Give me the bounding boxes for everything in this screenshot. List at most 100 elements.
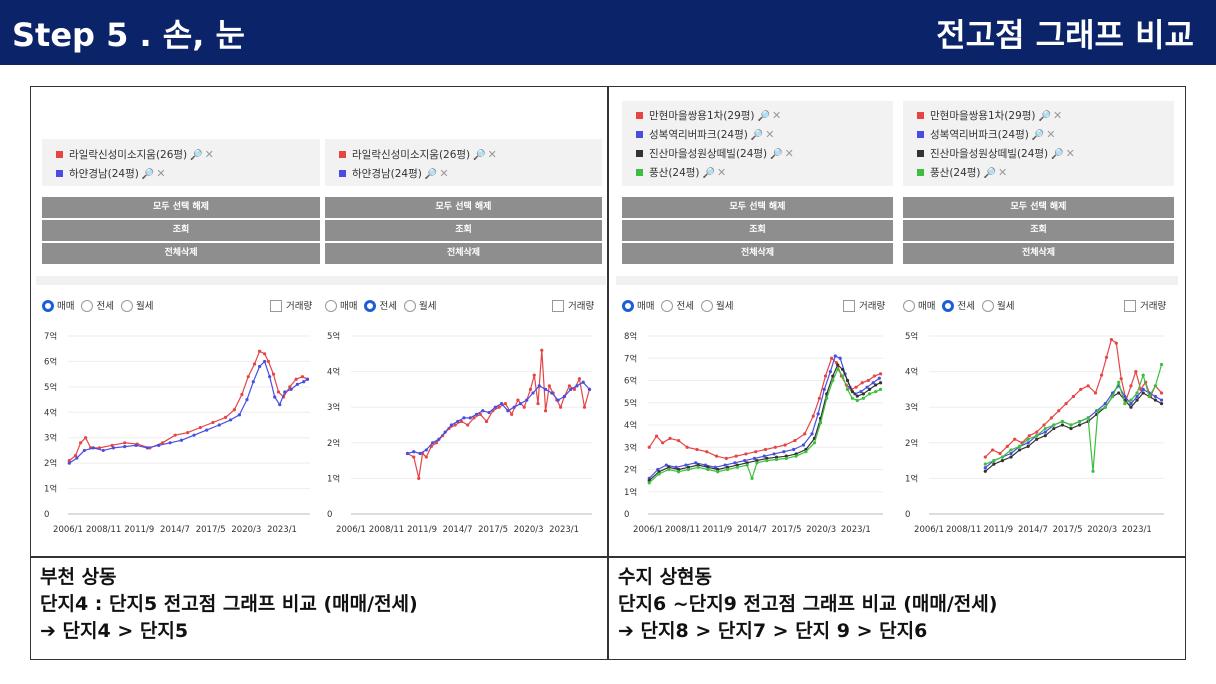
data-point bbox=[1052, 426, 1056, 431]
radio-option-sale[interactable]: 매매 bbox=[903, 299, 935, 312]
data-point bbox=[1049, 416, 1053, 420]
radio-option-sale[interactable]: 매매 bbox=[325, 299, 357, 312]
magnifier-icon[interactable]: 🔎 bbox=[141, 169, 155, 180]
clear-selection-button[interactable]: 모두 선택 해제 bbox=[903, 197, 1174, 218]
radio-option-monthly[interactable]: 월세 bbox=[981, 299, 1014, 312]
volume-toggle[interactable]: 거래량 bbox=[843, 298, 885, 313]
data-point bbox=[1005, 444, 1009, 448]
delete-all-button[interactable]: 전체삭제 bbox=[325, 243, 602, 264]
radio-button[interactable] bbox=[981, 299, 994, 312]
volume-checkbox[interactable] bbox=[1124, 299, 1136, 312]
data-point bbox=[831, 378, 835, 383]
radio-option-sale[interactable]: 매매 bbox=[42, 299, 75, 312]
complex-name: 성복역리버파크(24평) bbox=[649, 129, 748, 141]
remove-icon[interactable]: ✕ bbox=[204, 148, 214, 161]
magnifier-icon[interactable]: 🔎 bbox=[424, 169, 438, 180]
radio-option-sale[interactable]: 매매 bbox=[622, 299, 654, 312]
clear-selection-button[interactable]: 모두 선택 해제 bbox=[325, 197, 602, 218]
radio-option-jeonse[interactable]: 전세 bbox=[364, 299, 397, 312]
remove-icon[interactable]: ✕ bbox=[998, 166, 1008, 179]
volume-toggle[interactable]: 거래량 bbox=[1124, 298, 1166, 313]
radio-button[interactable] bbox=[42, 299, 54, 312]
volume-checkbox[interactable] bbox=[270, 299, 282, 312]
volume-toggle[interactable]: 거래량 bbox=[270, 298, 312, 313]
radio-button[interactable] bbox=[403, 299, 416, 312]
delete-all-button[interactable]: 전체삭제 bbox=[42, 243, 320, 264]
remove-icon[interactable]: ✕ bbox=[439, 167, 449, 180]
radio-option-monthly[interactable]: 월세 bbox=[700, 299, 733, 312]
data-point bbox=[992, 462, 996, 466]
radio-option-monthly[interactable]: 월세 bbox=[403, 299, 436, 312]
radio-button[interactable] bbox=[622, 299, 634, 312]
data-point bbox=[82, 448, 86, 453]
radio-button[interactable] bbox=[942, 299, 955, 312]
magnifier-icon[interactable]: 🔎 bbox=[1038, 111, 1051, 122]
data-point bbox=[418, 451, 422, 456]
caption-left-result: ➔ 단지4 > 단지5 bbox=[40, 620, 189, 642]
magnifier-icon[interactable]: 🔎 bbox=[983, 168, 996, 179]
magnifier-icon[interactable]: 🔎 bbox=[757, 111, 770, 122]
remove-icon[interactable]: ✕ bbox=[1052, 109, 1063, 122]
data-point bbox=[725, 465, 730, 469]
data-point bbox=[784, 454, 788, 458]
radio-label: 매매 bbox=[57, 301, 75, 312]
data-point bbox=[983, 462, 987, 466]
remove-icon[interactable]: ✕ bbox=[487, 148, 497, 161]
remove-icon[interactable]: ✕ bbox=[1046, 128, 1056, 141]
y-tick-label: 1억 bbox=[327, 473, 340, 484]
volume-checkbox[interactable] bbox=[843, 299, 855, 312]
clear-selection-button[interactable]: 모두 선택 해제 bbox=[42, 197, 320, 218]
caption-right-result: ➔ 단지8 > 단지7 > 단지 9 > 단지6 bbox=[618, 620, 928, 642]
magnifier-icon[interactable]: 🔎 bbox=[750, 130, 764, 141]
data-point bbox=[186, 431, 190, 435]
data-point bbox=[1009, 448, 1013, 452]
data-point bbox=[123, 445, 127, 449]
data-point bbox=[867, 387, 872, 391]
x-tick-label: 2017/5 bbox=[1053, 525, 1083, 535]
radio-option-jeonse[interactable]: 전세 bbox=[81, 299, 114, 312]
radio-button[interactable] bbox=[700, 299, 713, 312]
radio-button[interactable] bbox=[325, 299, 337, 312]
search-button[interactable]: 조회 bbox=[903, 220, 1174, 241]
data-point bbox=[1134, 370, 1138, 374]
radio-button[interactable] bbox=[81, 299, 94, 312]
data-point bbox=[1026, 437, 1030, 441]
radio-option-jeonse[interactable]: 전세 bbox=[942, 299, 975, 312]
data-point bbox=[714, 454, 719, 458]
remove-icon[interactable]: ✕ bbox=[156, 167, 166, 180]
search-button[interactable]: 조회 bbox=[622, 220, 893, 241]
delete-all-button[interactable]: 전체삭제 bbox=[903, 243, 1174, 264]
radio-button[interactable] bbox=[120, 299, 133, 312]
search-button[interactable]: 조회 bbox=[42, 220, 320, 241]
magnifier-icon[interactable]: 🔎 bbox=[190, 150, 203, 161]
magnifier-icon[interactable]: 🔎 bbox=[702, 168, 715, 179]
data-point bbox=[168, 441, 172, 445]
remove-icon[interactable]: ✕ bbox=[717, 166, 727, 179]
remove-icon[interactable]: ✕ bbox=[765, 128, 775, 141]
volume-checkbox[interactable] bbox=[552, 299, 564, 312]
data-point bbox=[531, 391, 535, 395]
radio-option-monthly[interactable]: 월세 bbox=[120, 299, 153, 312]
magnifier-icon[interactable]: 🔎 bbox=[1031, 130, 1045, 141]
search-button[interactable]: 조회 bbox=[325, 220, 602, 241]
radio-button[interactable] bbox=[903, 299, 915, 312]
data-point bbox=[1064, 402, 1068, 406]
data-point bbox=[1114, 341, 1118, 345]
radio-option-jeonse[interactable]: 전세 bbox=[661, 299, 694, 312]
clear-selection-button[interactable]: 모두 선택 해제 bbox=[622, 197, 893, 218]
data-point bbox=[1060, 423, 1065, 427]
magnifier-icon[interactable]: 🔎 bbox=[473, 150, 486, 161]
magnifier-icon[interactable]: 🔎 bbox=[1051, 149, 1064, 160]
radio-button[interactable] bbox=[661, 299, 674, 312]
data-point bbox=[91, 446, 95, 450]
remove-icon[interactable]: ✕ bbox=[1065, 147, 1075, 160]
delete-all-button[interactable]: 전체삭제 bbox=[622, 243, 893, 264]
remove-icon[interactable]: ✕ bbox=[784, 147, 794, 160]
y-tick-label: 5억 bbox=[624, 398, 637, 409]
color-swatch bbox=[917, 149, 924, 157]
radio-button[interactable] bbox=[364, 299, 377, 312]
volume-toggle[interactable]: 거래량 bbox=[552, 298, 594, 313]
remove-icon[interactable]: ✕ bbox=[771, 109, 782, 122]
magnifier-icon[interactable]: 🔎 bbox=[770, 149, 783, 160]
data-point bbox=[1159, 362, 1164, 367]
